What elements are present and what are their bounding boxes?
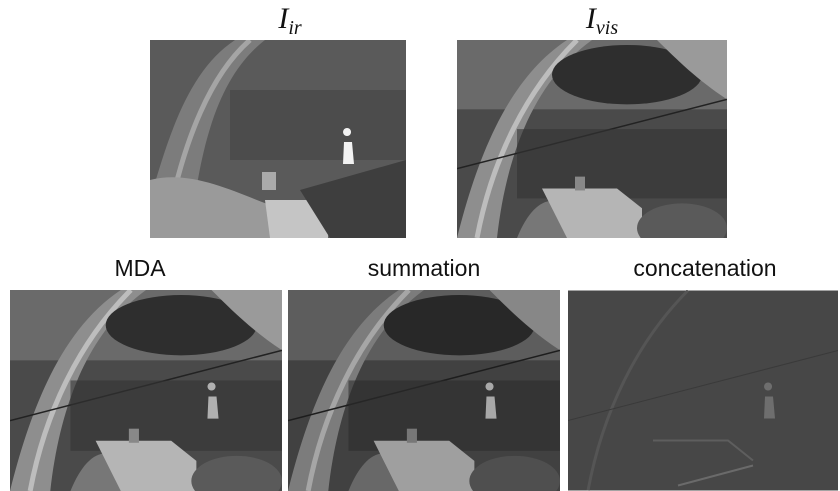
ir-image <box>150 40 406 238</box>
vis-image <box>457 40 727 238</box>
mda-image <box>10 290 282 491</box>
image-label: Ivis <box>502 2 702 40</box>
image-label: Iir <box>190 2 390 40</box>
image-label: summation <box>294 255 554 282</box>
image-label: concatenation <box>575 255 835 282</box>
label-sub: vis <box>596 17 618 39</box>
label-main: I <box>586 2 596 35</box>
label-main: I <box>278 2 288 35</box>
image-label: MDA <box>10 255 270 282</box>
label-sub: ir <box>288 17 301 39</box>
summation-image <box>288 290 560 491</box>
concatenation-image <box>568 290 838 491</box>
page: Iir Ivis MDA summation concatenation (()… <box>0 0 840 491</box>
